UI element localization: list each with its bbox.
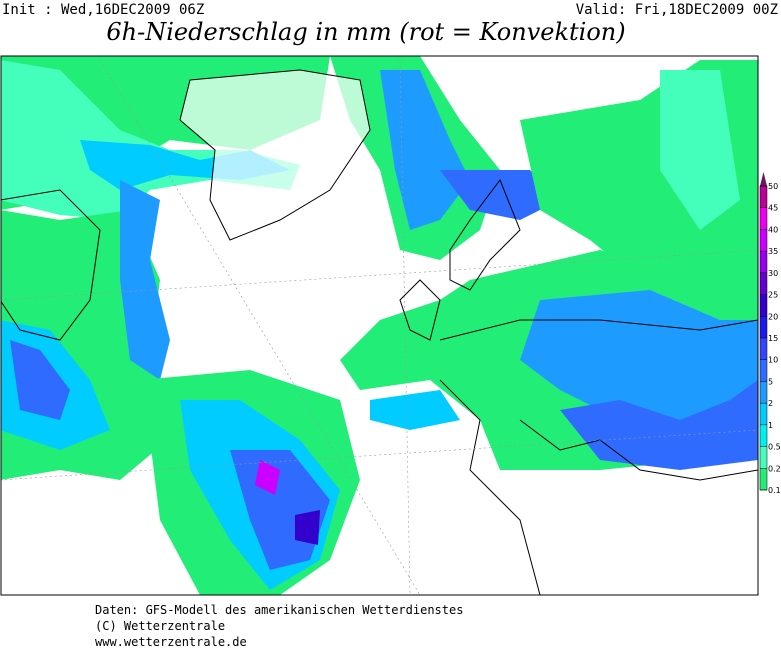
colorbar-label: 40 <box>768 225 778 234</box>
footer-source: Daten: GFS-Modell des amerikanischen Wet… <box>95 603 463 617</box>
colorbar-segment <box>760 316 767 338</box>
colorbar-cap <box>760 172 767 186</box>
colorbar-segment <box>760 381 767 404</box>
colorbar-label: 0.1 <box>768 486 781 495</box>
colorbar-segment <box>760 207 767 230</box>
colorbar-segment <box>760 272 767 295</box>
colorbar-segment <box>760 468 767 490</box>
colorbar-frame <box>759 185 768 491</box>
colorbar-label: 0.2 <box>768 464 781 473</box>
map <box>0 55 759 596</box>
footer-copyright: (C) Wetterzentrale <box>95 619 225 633</box>
colorbar-label: 25 <box>768 291 778 300</box>
colorbar-label: 5 <box>768 377 773 386</box>
colorbar-label: 35 <box>768 247 778 256</box>
colorbar-segment <box>760 403 767 425</box>
init-time: Init : Wed,16DEC2009 06Z <box>2 2 204 18</box>
colorbar-label: 10 <box>768 356 778 365</box>
colorbar-label: 1 <box>768 421 773 430</box>
footer-url: www.wetterzentrale.de <box>95 635 247 648</box>
colorbar-label: 2 <box>768 399 773 408</box>
colorbar-segment <box>760 338 767 360</box>
colorbar-segment <box>760 229 767 252</box>
valid-time: Valid: Fri,18DEC2009 00Z <box>576 2 778 18</box>
colorbar-label: 0.5 <box>768 443 781 452</box>
colorbar-label: 50 <box>768 182 778 191</box>
colorbar-segment <box>760 251 767 273</box>
colorbar-label: 45 <box>768 204 778 213</box>
colorbar-label: 20 <box>768 312 778 321</box>
colorbar-label: 15 <box>768 334 778 343</box>
map-title: 6h-Niederschlag in mm (rot = Konvektion) <box>106 18 625 46</box>
colorbar-label: 30 <box>768 269 778 278</box>
colorbar-segment <box>760 359 767 382</box>
colorbar-segment <box>760 294 767 317</box>
colorbar-segment <box>760 446 767 469</box>
colorbar-segment <box>760 186 767 208</box>
colorbar-segment <box>760 424 767 447</box>
